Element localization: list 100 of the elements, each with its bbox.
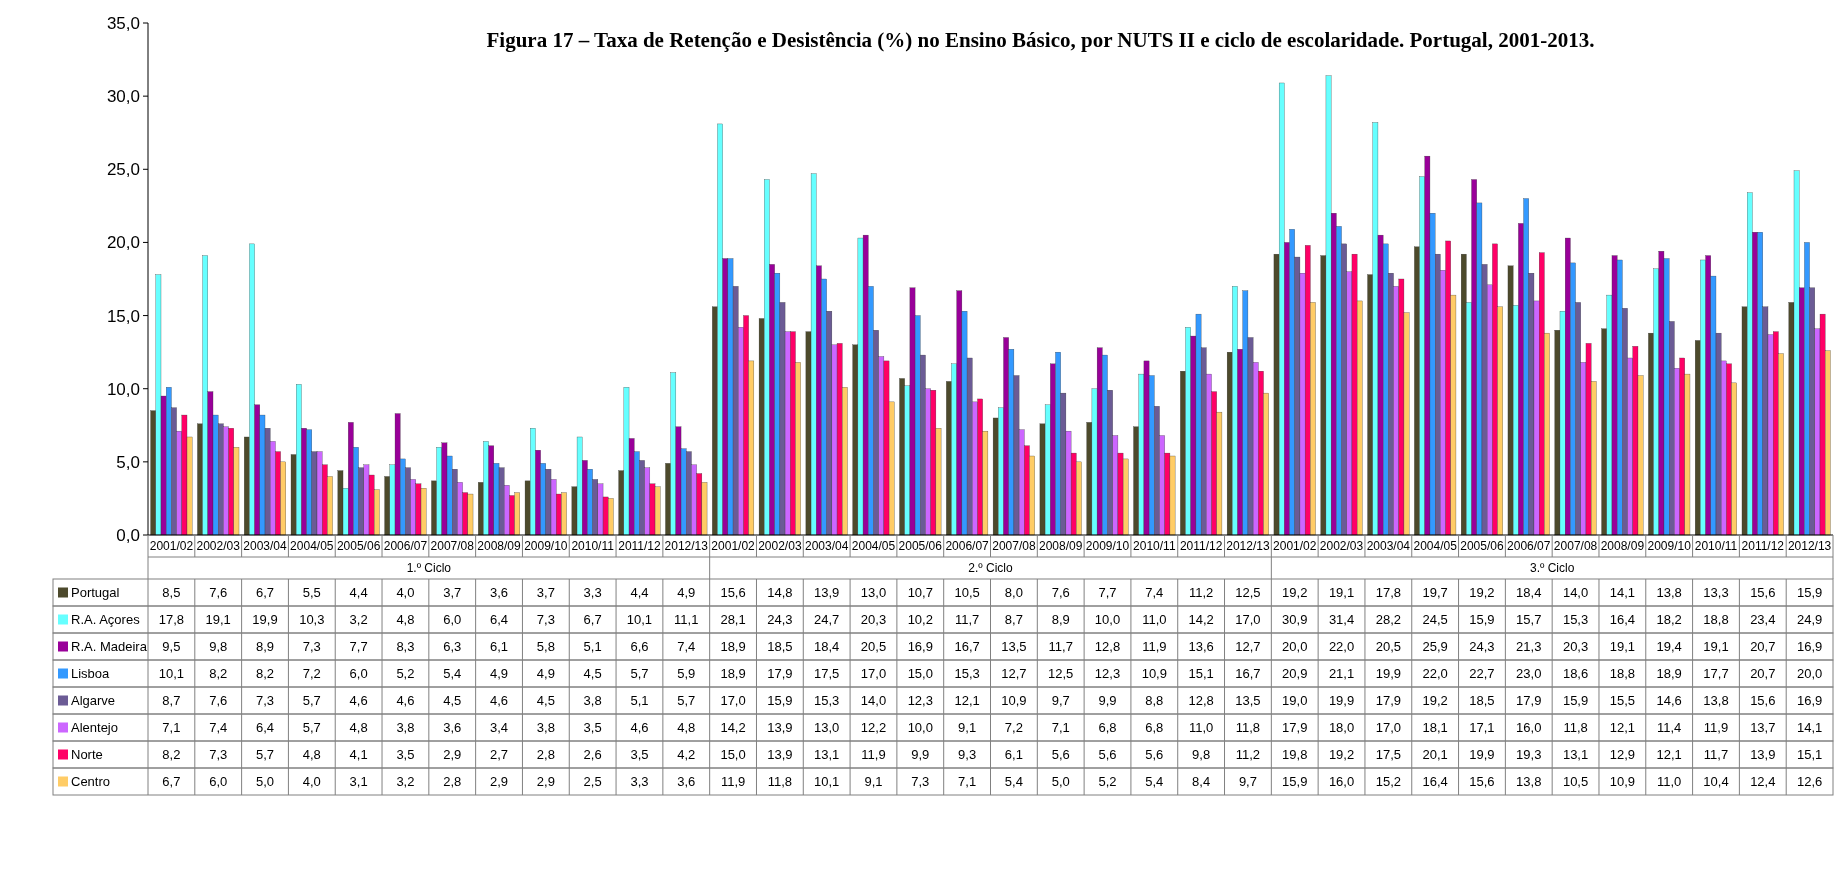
data-label: 9,9 (911, 747, 930, 763)
data-label: 16,4 (1422, 774, 1448, 790)
data-label: 19,3 (1516, 747, 1542, 763)
x-tick-label: 2008/09 (1600, 539, 1645, 554)
data-label: 5,5 (302, 585, 321, 601)
bar (1461, 253, 1467, 536)
data-label: 6,1 (1004, 747, 1023, 763)
data-label: 12,3 (907, 693, 933, 709)
data-label: 18,6 (1562, 666, 1589, 682)
data-label: 14,6 (1656, 693, 1682, 709)
data-label: 10,2 (907, 612, 933, 628)
data-label: 7,3 (302, 639, 321, 655)
data-label: 3,2 (396, 774, 415, 790)
data-label: 5,7 (677, 693, 696, 709)
data-label: 6,7 (583, 612, 602, 628)
data-label: 17,1 (1469, 720, 1495, 736)
data-label: 19,2 (1328, 747, 1355, 763)
data-label: 5,2 (396, 666, 415, 682)
data-label: 24,9 (1796, 612, 1823, 628)
data-label: 15,9 (1562, 693, 1589, 709)
data-label: 11,7 (954, 612, 980, 628)
x-tick-label: 2001/02 (149, 539, 194, 554)
data-label: 14,0 (1562, 585, 1589, 601)
data-label: 17,0 (1235, 612, 1261, 628)
legend-label: Alentejo (71, 720, 118, 736)
text: 3.º Ciclo (1529, 561, 1575, 576)
data-label: 8,3 (396, 639, 415, 655)
y-tick-label: 10,0 (106, 379, 140, 399)
data-label: 12,3 (1094, 666, 1121, 682)
data-label: 17,9 (767, 666, 793, 682)
data-label: 13,8 (1656, 585, 1682, 601)
legend-label: Centro (71, 774, 111, 790)
data-label: 7,6 (209, 585, 228, 601)
x-tick-label: 2007/08 (992, 539, 1036, 554)
data-label: 18,0 (1328, 720, 1355, 736)
data-label: 7,1 (162, 720, 181, 736)
data-label: 13,8 (1516, 774, 1542, 790)
x-tick-label: 2006/07 (945, 539, 990, 554)
data-label: 11,9 (720, 774, 746, 790)
data-label: 2,5 (583, 774, 602, 790)
data-label: 18,8 (1609, 666, 1636, 682)
data-label: 16,0 (1516, 720, 1542, 736)
x-tick-label: 2010/11 (571, 539, 615, 554)
data-label: 13,8 (1703, 693, 1729, 709)
x-tick-label: 2003/04 (804, 539, 849, 554)
data-label: 11,8 (1563, 720, 1588, 736)
legend-label: R.A. Açores (71, 612, 141, 628)
data-label: 4,0 (396, 585, 415, 601)
data-label: 9,7 (1051, 693, 1070, 709)
x-tick-label: 2007/08 (1553, 539, 1598, 554)
data-label: 20,7 (1750, 666, 1776, 682)
data-label: 28,2 (1375, 612, 1401, 628)
data-label: 12,5 (1235, 585, 1261, 601)
data-label: 5,2 (1098, 774, 1117, 790)
data-label: 4,6 (490, 693, 509, 709)
data-label: 3,6 (677, 774, 696, 790)
data-label: 12,2 (860, 720, 887, 736)
data-label: 4,4 (349, 585, 368, 601)
data-label: 7,3 (255, 693, 275, 709)
data-label: 28,1 (720, 612, 746, 628)
data-label: 20,3 (860, 612, 887, 628)
y-tick-label: 15,0 (106, 306, 140, 326)
x-tick-label: 2001/02 (711, 539, 756, 554)
data-label: 5,1 (630, 693, 649, 709)
data-label: 3,4 (490, 720, 509, 736)
data-label: 18,2 (1656, 612, 1682, 628)
data-label: 4,1 (349, 747, 368, 763)
data-label: 12,1 (954, 693, 980, 709)
data-label: 8,2 (255, 666, 275, 682)
data-label: 5,6 (1145, 747, 1164, 763)
data-label: 4,9 (490, 666, 509, 682)
x-tick-label: 2001/02 (1273, 539, 1317, 554)
data-label: 14,8 (767, 585, 793, 601)
data-label: 22,0 (1328, 639, 1355, 655)
data-label: 14,2 (1188, 612, 1214, 628)
data-label: 19,9 (252, 612, 278, 628)
data-label: 13,0 (860, 585, 887, 601)
data-label: 10,0 (907, 720, 933, 736)
data-label: 4,8 (302, 747, 321, 763)
bar (899, 378, 905, 536)
data-label: 12,1 (1609, 720, 1636, 736)
data-label: 4,8 (349, 720, 368, 736)
data-label: 19,8 (1282, 747, 1308, 763)
data-label: 15,0 (720, 747, 746, 763)
data-label: 24,5 (1422, 612, 1448, 628)
data-label: 7,4 (677, 639, 696, 655)
data-label: 20,7 (1750, 639, 1776, 655)
data-label: 4,5 (583, 666, 602, 682)
legend-label: Algarve (71, 693, 116, 709)
data-label: 13,9 (767, 747, 793, 763)
data-label: 11,8 (1235, 720, 1261, 736)
x-tick-label: 2011/12 (618, 539, 662, 554)
data-label: 17,0 (1375, 720, 1401, 736)
data-label: 4,6 (349, 693, 368, 709)
y-tick-label: 35,0 (106, 13, 140, 33)
data-label: 16,0 (1328, 774, 1355, 790)
data-label: 13,1 (814, 747, 840, 763)
data-label: 2,7 (490, 747, 509, 763)
data-label: 15,9 (1469, 612, 1495, 628)
data-label: 14,0 (860, 693, 887, 709)
